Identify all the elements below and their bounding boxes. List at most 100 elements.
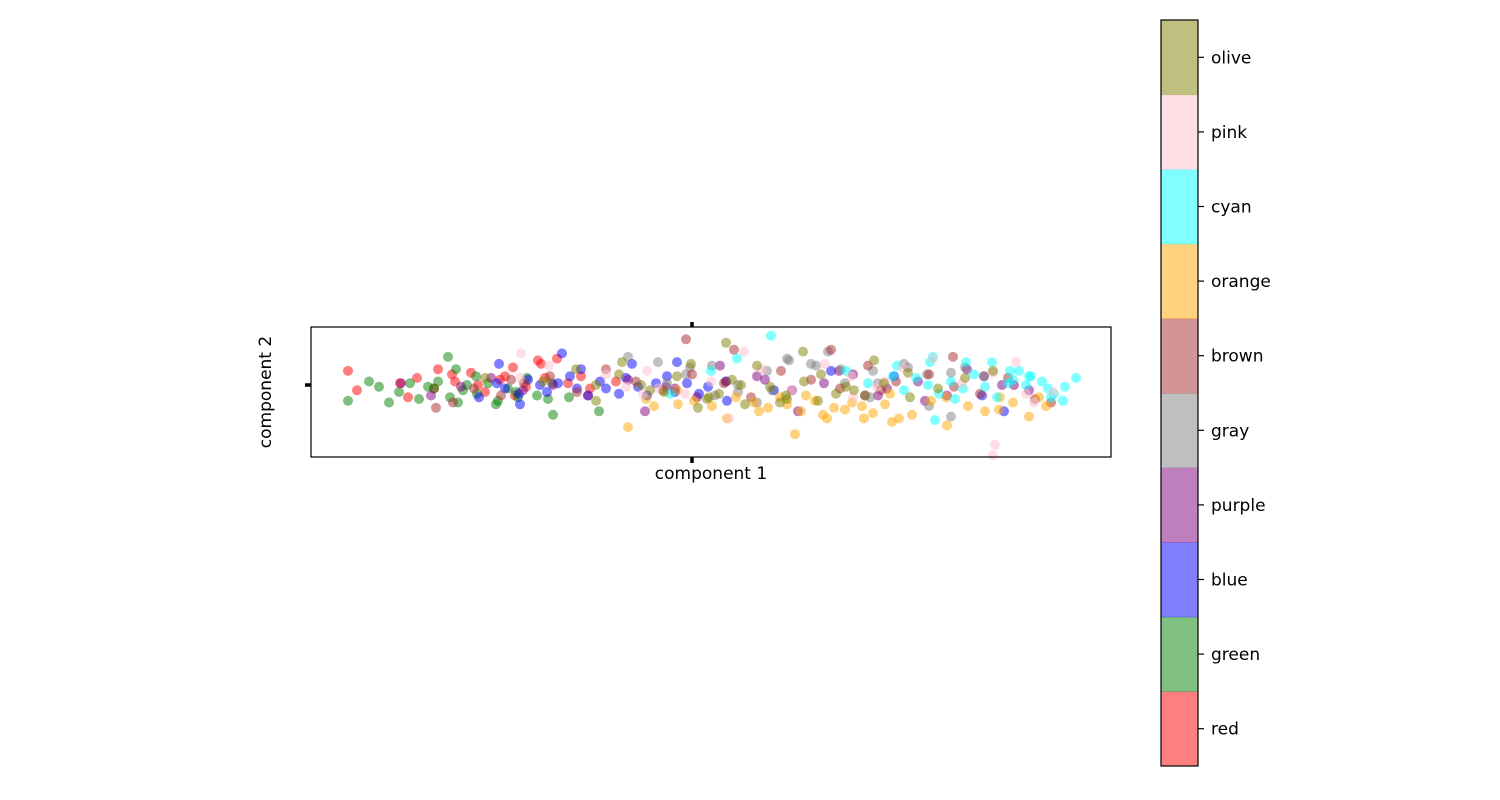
colorbar-tick-label: orange	[1211, 272, 1271, 292]
point-pink	[706, 376, 716, 387]
point-orange	[942, 420, 952, 431]
point-red	[343, 365, 353, 376]
point-olive	[752, 360, 762, 371]
point-olive	[960, 372, 970, 383]
point-olive	[571, 364, 581, 375]
point-cyan	[980, 381, 990, 392]
point-cyan	[961, 357, 971, 368]
point-purple	[396, 378, 406, 389]
colorbar-segment-orange	[1161, 243, 1198, 319]
point-pink	[621, 381, 631, 392]
colorbar-segment-purple	[1161, 467, 1198, 543]
y-axis-label: component 2	[256, 336, 276, 448]
point-cyan	[1058, 395, 1068, 406]
point-pink	[642, 365, 652, 376]
plot-frame	[310, 326, 1112, 458]
point-orange	[623, 422, 633, 433]
colorbar: red green blue purple gray brown orange cyan pin…	[1160, 19, 1271, 767]
point-green	[394, 387, 404, 397]
point-cyan	[1024, 371, 1034, 382]
point-cyan	[1060, 381, 1070, 392]
point-orange	[980, 406, 990, 417]
point-cyan	[946, 376, 956, 387]
colorbar-tick-label: cyan	[1211, 198, 1252, 218]
point-cyan	[1014, 365, 1024, 376]
point-orange	[763, 402, 773, 413]
point-brown	[776, 365, 786, 376]
point-cyan	[1071, 372, 1081, 383]
point-olive	[813, 395, 823, 406]
point-green	[343, 395, 353, 406]
point-pink	[1011, 357, 1021, 368]
point-orange	[649, 401, 659, 412]
point-gray	[806, 358, 816, 369]
point-olive	[798, 346, 808, 357]
point-purple	[760, 374, 770, 385]
point-pink	[990, 439, 1000, 450]
point-red	[508, 362, 518, 373]
point-orange	[887, 416, 897, 427]
point-olive	[736, 380, 746, 390]
point-pink	[516, 348, 526, 359]
point-olive	[988, 365, 998, 376]
point-pink	[820, 358, 830, 369]
point-green	[564, 392, 574, 403]
point-orange	[840, 404, 850, 415]
colorbar-segment-red	[1161, 691, 1198, 767]
point-pink	[1021, 388, 1031, 399]
point-olive	[799, 376, 809, 387]
point-pink	[544, 360, 554, 371]
point-orange	[857, 401, 867, 412]
point-orange	[829, 402, 839, 413]
point-olive	[781, 390, 791, 401]
point-blue	[682, 378, 692, 389]
point-cyan	[987, 357, 997, 368]
colorbar-tick-label: blue	[1211, 571, 1248, 591]
point-orange	[907, 409, 917, 420]
point-red	[352, 385, 362, 396]
point-purple	[456, 381, 466, 392]
point-red	[403, 392, 413, 403]
point-brown	[826, 344, 836, 355]
point-olive	[849, 385, 859, 396]
point-olive	[816, 369, 826, 380]
point-blue	[601, 383, 611, 394]
point-olive	[740, 399, 750, 410]
point-brown	[729, 344, 739, 355]
colorbar-segment-blue	[1161, 542, 1198, 618]
point-red	[576, 371, 586, 382]
point-gray	[653, 357, 663, 368]
point-pink	[1029, 397, 1039, 408]
point-olive	[538, 376, 548, 387]
point-pink	[1048, 387, 1058, 397]
point-blue	[515, 399, 525, 410]
colorbar-tick-label: pink	[1211, 123, 1247, 143]
point-brown	[948, 351, 958, 362]
point-green	[451, 364, 461, 375]
point-olive	[775, 397, 785, 408]
point-pink	[988, 450, 998, 461]
point-pink	[846, 371, 856, 382]
point-blue	[542, 387, 552, 397]
point-green	[374, 381, 384, 392]
colorbar-frame	[1160, 19, 1199, 767]
point-orange	[796, 406, 806, 417]
point-brown	[545, 371, 555, 382]
colorbar-segment-gray	[1161, 393, 1198, 469]
colorbar-tick-label: brown	[1211, 347, 1264, 367]
point-olive	[903, 367, 913, 378]
point-cyan	[1008, 374, 1018, 385]
colorbar-tick-label: red	[1211, 720, 1239, 740]
point-brown	[681, 334, 691, 345]
x-axis-label: component 1	[655, 464, 767, 484]
point-olive	[693, 402, 703, 413]
point-orange	[707, 401, 717, 412]
point-cyan	[863, 378, 873, 389]
point-orange	[1024, 411, 1034, 422]
point-green	[364, 376, 374, 387]
point-olive	[879, 378, 889, 389]
point-blue	[494, 358, 504, 369]
point-orange	[731, 392, 741, 403]
point-green	[405, 378, 415, 389]
point-green	[532, 390, 542, 401]
